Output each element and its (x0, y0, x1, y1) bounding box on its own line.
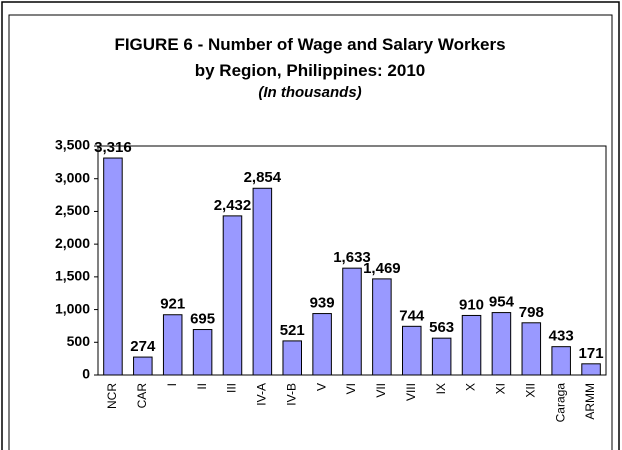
bar (252, 187, 273, 376)
data-label: 563 (429, 319, 454, 336)
y-tick-label: 3,500 (55, 137, 90, 153)
bar (521, 322, 542, 376)
bar (282, 340, 302, 376)
bar (491, 312, 512, 376)
x-tick-label: V (314, 383, 328, 391)
x-tick-label: Caraga (553, 383, 567, 423)
bar (402, 325, 422, 376)
bar (103, 157, 123, 376)
data-label: 921 (160, 296, 185, 313)
bar (342, 267, 362, 376)
bar (222, 215, 243, 376)
x-tick-label: IV-B (284, 383, 298, 406)
y-tick-label: 1,500 (55, 268, 90, 284)
y-tick-label: 2,500 (55, 202, 90, 218)
chart-subtitle: (In thousands) (258, 84, 362, 101)
y-tick-label: 0 (82, 366, 90, 382)
data-label: 2,432 (214, 197, 252, 214)
chart-title: FIGURE 6 - Number of Wage and Salary Wor… (114, 35, 506, 80)
data-label: 910 (459, 296, 484, 313)
bar (312, 313, 332, 376)
bar (431, 337, 452, 376)
data-label: 939 (310, 295, 335, 312)
y-tick-label: 1,000 (55, 300, 90, 316)
x-tick-label: IV-A (255, 383, 269, 406)
x-tick-label: NCR (105, 383, 119, 409)
x-tick-label: VII (374, 383, 388, 398)
data-label: 1,633 (333, 249, 371, 266)
data-label: 798 (519, 304, 544, 321)
x-tick-label: III (225, 383, 239, 393)
y-tick-label: 3,000 (55, 169, 90, 185)
x-tick-label: I (165, 383, 179, 386)
bar (192, 329, 213, 376)
data-label: 954 (489, 294, 515, 311)
y-tick-label: 500 (67, 333, 91, 349)
x-tick-label: VIII (404, 383, 418, 401)
x-tick-label: II (195, 383, 209, 390)
x-tick-label: XI (494, 383, 508, 394)
bar (581, 363, 601, 376)
chart-frame (8, 14, 613, 450)
data-label: 1,469 (363, 260, 401, 277)
data-label: 2,854 (244, 169, 282, 186)
y-tick-label: 2,000 (55, 235, 90, 251)
x-tick-label: VI (344, 383, 358, 394)
data-label: 521 (280, 322, 305, 339)
data-label: 274 (130, 338, 156, 355)
bar (133, 356, 153, 376)
bar (372, 278, 392, 376)
data-label: 695 (190, 310, 215, 327)
bar (551, 346, 571, 376)
data-label: 171 (579, 345, 604, 362)
x-tick-label: IX (434, 383, 448, 394)
x-tick-label: X (464, 383, 478, 391)
x-tick-label: ARMM (583, 383, 597, 420)
x-tick-label: CAR (135, 383, 149, 409)
bar (162, 314, 183, 376)
bar (461, 314, 482, 376)
data-label: 433 (549, 328, 574, 345)
data-label: 744 (399, 307, 425, 324)
data-label: 3,316 (94, 139, 132, 156)
x-tick-label: XII (523, 383, 537, 398)
